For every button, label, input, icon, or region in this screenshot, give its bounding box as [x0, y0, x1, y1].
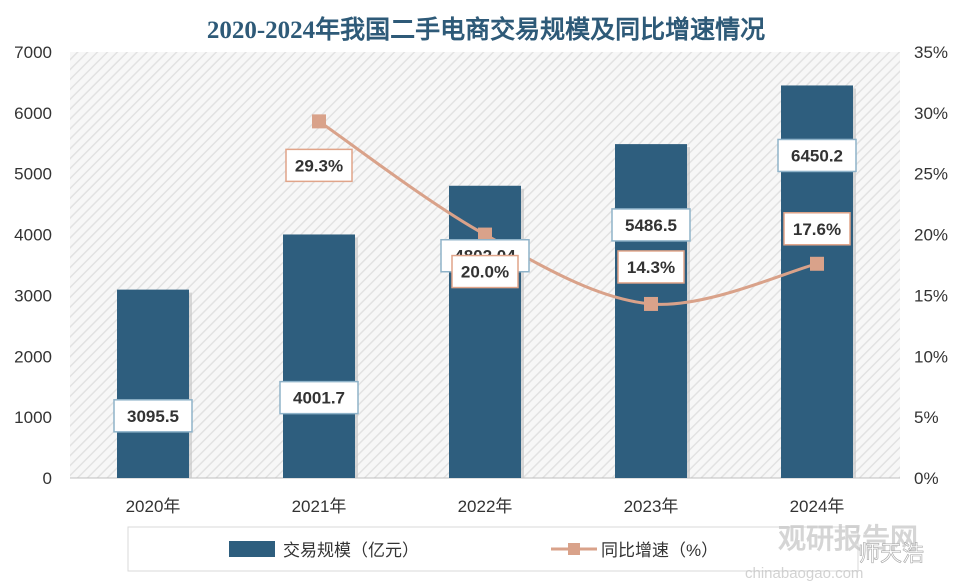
line-data-label: 17.6%	[793, 220, 841, 239]
y-left-tick-label: 0	[43, 469, 52, 488]
legend-label-line: 同比增速（%）	[601, 541, 718, 560]
line-marker	[810, 256, 824, 271]
y-right-tick-label: 20%	[914, 226, 948, 245]
y-right-tick-label: 35%	[914, 43, 948, 62]
x-tick-label: 2021年	[292, 497, 347, 516]
y-left-tick-label: 2000	[14, 347, 52, 366]
line-label-box	[285, 148, 353, 183]
bar-label-box	[611, 208, 691, 242]
bar-label-box	[777, 138, 857, 173]
line-label-box	[783, 212, 851, 246]
y-right-tick-label: 10%	[914, 347, 948, 366]
legend-swatch-marker	[568, 543, 580, 555]
watermark: 观研报告网 chinabaogao.com 师天浩	[745, 523, 924, 582]
bar-data-label: 6450.2	[791, 146, 843, 165]
bar-data-label: 3095.5	[127, 407, 179, 426]
watermark-brand: 观研报告网	[778, 523, 918, 554]
bar-label-box	[113, 399, 193, 433]
growth-line	[318, 120, 818, 306]
y-right-tick-label: 5%	[914, 408, 939, 427]
x-tick-label: 2020年	[126, 497, 181, 516]
y-right-tick-label: 25%	[914, 165, 948, 184]
bar-data-label: 5486.5	[625, 216, 677, 235]
x-tick-label: 2023年	[624, 497, 679, 516]
y-left-tick-label: 4000	[14, 226, 52, 245]
bar-series	[117, 85, 856, 478]
line-data-labels: 29.3% 20.0% 14.3% 17.6%	[285, 148, 851, 289]
y-left-tick-label: 7000	[14, 43, 52, 62]
bar-label-box	[279, 380, 359, 415]
y-left-tick-label: 5000	[14, 165, 52, 184]
y-axis-right: 0% 5% 10% 15% 20% 25% 30% 35%	[914, 43, 948, 488]
bar	[117, 289, 189, 478]
legend-swatch-bar	[229, 541, 275, 557]
line-label-box	[617, 250, 685, 284]
y-left-tick-label: 6000	[14, 104, 52, 123]
chart-title: 2020-2024年我国二手电商交易规模及同比增速情况	[207, 15, 765, 44]
bar	[615, 144, 687, 478]
line-data-label: 14.3%	[627, 258, 675, 277]
y-right-tick-label: 30%	[914, 104, 948, 123]
line-data-label: 29.3%	[295, 156, 343, 175]
watermark-tag: 师天浩	[858, 541, 924, 566]
line-marker	[478, 227, 492, 242]
x-tick-label: 2022年	[458, 497, 513, 516]
y-axis-left: 0 1000 2000 3000 4000 5000 6000 7000	[14, 43, 52, 488]
line-label-box	[451, 254, 519, 289]
watermark-url: chinabaogao.com	[745, 565, 863, 582]
x-axis-labels: 2020年 2021年 2022年 2023年 2024年	[126, 497, 845, 516]
line-marker	[644, 296, 658, 311]
line-data-label: 20.0%	[461, 263, 509, 282]
bar	[283, 234, 355, 478]
legend-label-bar: 交易规模（亿元）	[283, 541, 419, 560]
line-marker	[312, 114, 326, 129]
line-series	[312, 114, 824, 311]
x-tick-label: 2024年	[790, 497, 845, 516]
bar-data-label: 4001.7	[293, 389, 345, 408]
y-left-tick-label: 3000	[14, 286, 52, 305]
y-right-tick-label: 15%	[914, 286, 948, 305]
y-right-tick-label: 0%	[914, 469, 939, 488]
y-left-tick-label: 1000	[14, 408, 52, 427]
